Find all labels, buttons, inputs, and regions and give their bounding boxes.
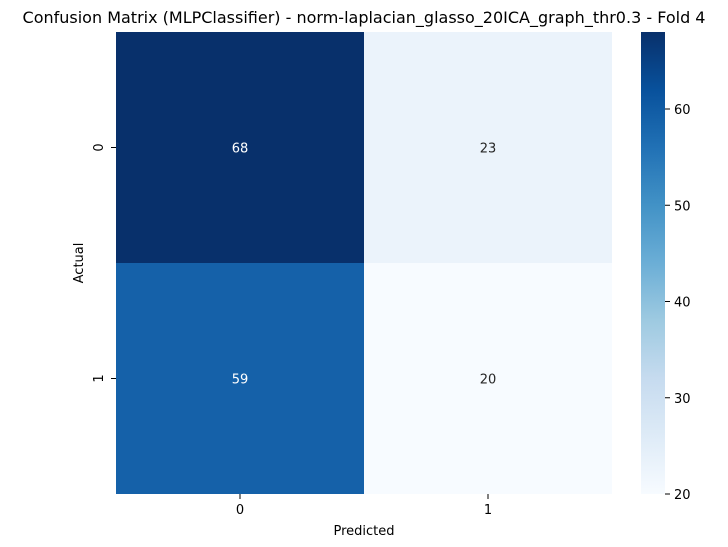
cell-0-0 <box>116 32 364 263</box>
y-axis-ticks: 01 <box>92 143 116 383</box>
x-axis-label: Predicted <box>333 524 394 539</box>
colorbar-tick-label-1: 30 <box>674 392 691 407</box>
x-tick-label-0: 0 <box>236 503 244 518</box>
cell-0-1 <box>364 32 612 263</box>
cell-value-0-0: 68 <box>232 142 249 157</box>
y-axis-label: Actual <box>72 243 87 284</box>
x-tick-label-1: 1 <box>484 503 492 518</box>
colorbar-tick-label-4: 60 <box>674 103 691 118</box>
y-tick-label-1: 1 <box>92 374 107 382</box>
colorbar <box>641 32 665 494</box>
cell-1-1 <box>364 263 612 494</box>
cell-value-0-1: 23 <box>480 142 497 157</box>
y-tick-label-0: 0 <box>92 143 107 151</box>
colorbar-tick-label-0: 20 <box>674 488 691 503</box>
colorbar-ticks: 20 30 40 50 60 <box>665 103 691 503</box>
heatmap-cells: 68 23 59 20 <box>116 32 612 494</box>
cell-value-1-1: 20 <box>480 373 497 388</box>
cell-value-1-0: 59 <box>232 373 249 388</box>
colorbar-tick-label-2: 40 <box>674 296 691 311</box>
cell-1-0 <box>116 263 364 494</box>
colorbar-tick-label-3: 50 <box>674 199 691 214</box>
chart-title: Confusion Matrix (MLPClassifier) - norm-… <box>23 8 706 28</box>
